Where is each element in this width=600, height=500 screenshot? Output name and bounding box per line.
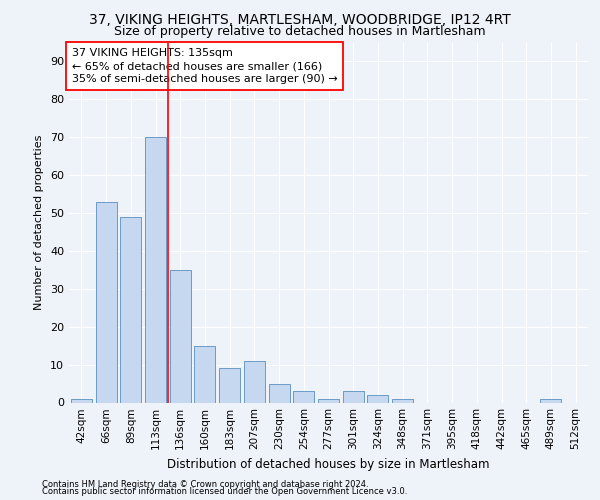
- Bar: [269, 384, 290, 402]
- Bar: [367, 395, 388, 402]
- Bar: [293, 391, 314, 402]
- Bar: [541, 398, 562, 402]
- Bar: [392, 398, 413, 402]
- Text: Size of property relative to detached houses in Martlesham: Size of property relative to detached ho…: [114, 25, 486, 38]
- Bar: [343, 391, 364, 402]
- Text: 37 VIKING HEIGHTS: 135sqm
← 65% of detached houses are smaller (166)
35% of semi: 37 VIKING HEIGHTS: 135sqm ← 65% of detac…: [71, 48, 337, 84]
- Bar: [145, 137, 166, 402]
- Text: 37, VIKING HEIGHTS, MARTLESHAM, WOODBRIDGE, IP12 4RT: 37, VIKING HEIGHTS, MARTLESHAM, WOODBRID…: [89, 12, 511, 26]
- Bar: [120, 217, 141, 402]
- Text: Contains HM Land Registry data © Crown copyright and database right 2024.: Contains HM Land Registry data © Crown c…: [42, 480, 368, 489]
- X-axis label: Distribution of detached houses by size in Martlesham: Distribution of detached houses by size …: [167, 458, 490, 471]
- Y-axis label: Number of detached properties: Number of detached properties: [34, 135, 44, 310]
- Bar: [71, 398, 92, 402]
- Bar: [194, 346, 215, 403]
- Bar: [318, 398, 339, 402]
- Bar: [244, 361, 265, 403]
- Bar: [219, 368, 240, 402]
- Text: Contains public sector information licensed under the Open Government Licence v3: Contains public sector information licen…: [42, 487, 407, 496]
- Bar: [170, 270, 191, 402]
- Bar: [95, 202, 116, 402]
